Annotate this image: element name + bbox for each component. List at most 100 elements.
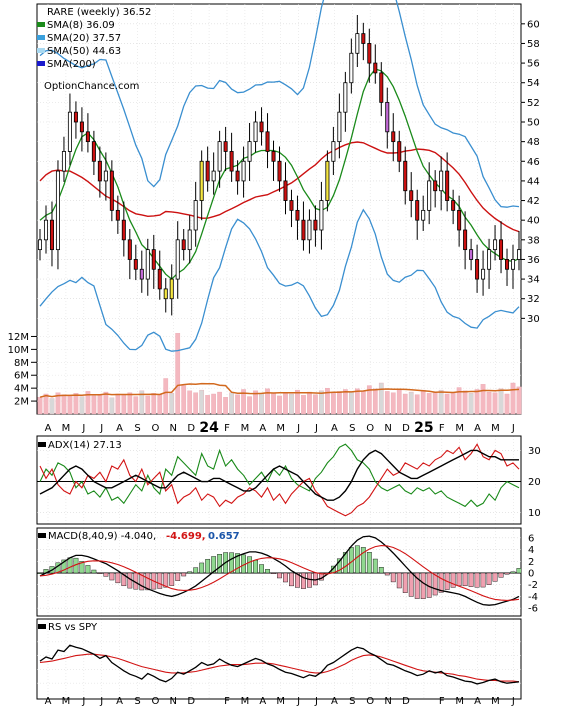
volume-bar	[235, 394, 240, 415]
plus-di-line	[39, 443, 520, 508]
candle-body	[397, 141, 402, 162]
price-tick-label: 48	[527, 137, 540, 148]
volume-bar	[283, 392, 288, 415]
volume-bar	[301, 395, 306, 415]
volume-bar	[73, 393, 79, 415]
candle-body	[127, 239, 132, 260]
volume-bar	[480, 384, 486, 415]
volume-bar	[139, 390, 145, 415]
macd-histogram-bar	[390, 572, 396, 583]
x-axis-label: D	[402, 423, 410, 434]
candle-body	[235, 170, 240, 182]
legend-sma50: SMA(50) 44.63	[47, 46, 121, 57]
macd-histogram-bar	[229, 552, 234, 574]
candle-body	[445, 170, 450, 201]
volume-bar	[384, 391, 390, 415]
candle-body	[193, 200, 198, 231]
x-axis-label: 25	[414, 420, 433, 436]
volume-bar	[468, 393, 474, 415]
candle-body	[109, 170, 114, 211]
candle-body	[493, 239, 498, 251]
macd-histogram-bar	[61, 559, 67, 574]
volume-bar	[498, 388, 504, 415]
volume-bar	[366, 385, 372, 415]
x-axis-label: A	[45, 423, 52, 434]
macd-title: MACD(8,40,9) -4.040,	[48, 531, 156, 542]
volume-bar	[127, 392, 133, 415]
macd-histogram-bar	[474, 572, 480, 588]
volume-tick-label: 10M	[8, 345, 29, 356]
candle-body	[439, 170, 444, 192]
macd-tick-label: -6	[528, 604, 538, 615]
macd-histogram-bar	[85, 565, 91, 574]
candle-body	[295, 209, 300, 221]
macd-histogram-bar	[115, 572, 121, 584]
candle-body	[115, 209, 120, 221]
adx-tick-label: 20	[528, 477, 541, 488]
price-tick-label: 38	[527, 235, 540, 246]
volume-bar	[265, 388, 270, 415]
macd-histogram-bar	[468, 572, 474, 587]
candle-body	[187, 229, 192, 251]
volume-bar	[271, 393, 276, 415]
candle-body	[163, 288, 168, 300]
volume-bar	[229, 392, 234, 415]
candle-body	[67, 111, 72, 152]
minus-di-line	[39, 443, 520, 517]
macd-histogram-bar	[498, 572, 504, 578]
x-axis-label: M	[62, 423, 71, 434]
candle-body	[277, 160, 282, 182]
x-axis-label-bottom: A	[45, 696, 52, 706]
volume-bar	[253, 390, 258, 415]
volume-bar	[420, 389, 426, 415]
x-axis-label: A	[259, 423, 266, 434]
adx-line	[39, 449, 519, 501]
volume-bar	[193, 392, 199, 415]
volume-bar	[438, 389, 444, 415]
price-tick-label: 50	[527, 118, 540, 129]
volume-bar	[354, 388, 360, 415]
x-axis-label: M	[276, 423, 285, 434]
macd-histogram-bar	[205, 559, 211, 574]
candle-body	[151, 249, 156, 270]
volume-bar	[163, 378, 169, 415]
volume-bar	[181, 385, 187, 415]
candle-body	[403, 160, 408, 192]
macd-histogram-bar	[504, 572, 510, 575]
x-axis-label-bottom: N	[170, 696, 177, 706]
macd-histogram-bar	[432, 572, 438, 596]
candle-body	[139, 268, 144, 280]
candle-body	[343, 82, 348, 113]
x-axis-label: M	[241, 423, 250, 434]
volume-bar	[85, 391, 91, 415]
x-axis-label-bottom: M	[276, 696, 285, 706]
candle-body	[265, 131, 270, 152]
macd-histogram-bar	[97, 572, 103, 575]
candle-body	[487, 249, 492, 270]
candle-body	[38, 239, 43, 251]
macd-tick-label: 0	[528, 569, 534, 580]
volume-bar	[492, 392, 498, 415]
macd-histogram-bar	[253, 560, 258, 574]
candle-body	[319, 200, 324, 231]
candle-body	[325, 160, 330, 201]
candle-body	[103, 170, 108, 182]
volume-bar	[325, 388, 330, 415]
candle-body	[301, 219, 306, 241]
volume-average-line	[39, 382, 520, 398]
macd-signal-line	[39, 545, 520, 601]
volume-bar	[277, 395, 282, 415]
price-tick-label: 40	[527, 216, 540, 227]
candle-body	[283, 180, 288, 201]
macd-histogram-bar	[169, 572, 175, 586]
x-axis-label-bottom: J	[296, 696, 300, 706]
volume-bar	[115, 393, 121, 415]
x-axis-label: N	[384, 423, 391, 434]
macd-histogram-bar	[37, 572, 43, 575]
x-axis-label-bottom: A	[116, 696, 123, 706]
volume-bar	[43, 393, 49, 415]
legend-sma20: SMA(20) 37.57	[47, 33, 121, 44]
macd-histogram-bar	[67, 557, 73, 574]
candle-body	[223, 141, 228, 152]
